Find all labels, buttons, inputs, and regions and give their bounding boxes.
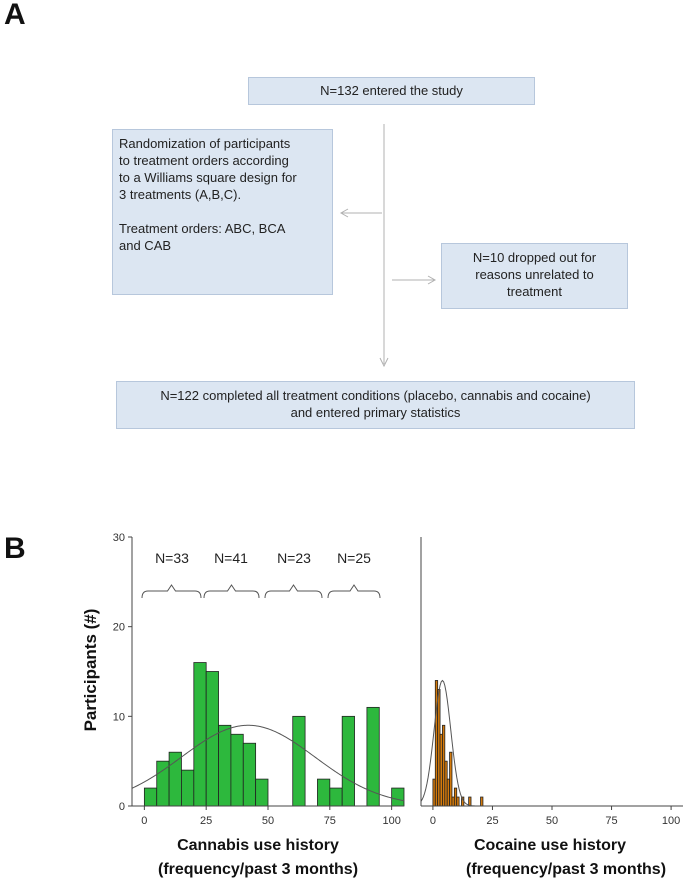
cannabis-xlabel-line-1: Cannabis use history xyxy=(177,837,339,854)
cannabis-xtick-label-4: 100 xyxy=(382,815,400,827)
randomization-box: Randomization of participants to treatme… xyxy=(112,129,333,295)
bracket-label-3: N=23 xyxy=(277,550,311,566)
cocaine-xtick-label-0: 0 xyxy=(430,815,436,827)
completed-box: N=122 completed all treatment conditions… xyxy=(116,381,635,429)
cannabis-xlabel-line-2: (frequency/past 3 months) xyxy=(158,861,358,878)
cocaine-xtick-label-3: 75 xyxy=(605,815,617,827)
completed-line-1: N=122 completed all treatment conditions… xyxy=(160,388,591,403)
cannabis-bar-3 xyxy=(181,769,195,807)
bracket-1 xyxy=(141,584,202,599)
cannabis-xtick-label-0: 0 xyxy=(141,815,147,827)
cannabis-bar-4 xyxy=(193,662,207,807)
cannabis-bar-12 xyxy=(329,787,343,807)
panel-a-label: A xyxy=(4,0,26,31)
flow-arrows xyxy=(339,124,437,368)
cannabis-xtick-label-1: 25 xyxy=(200,815,212,827)
cannabis-bar-10 xyxy=(292,715,306,807)
cannabis-bar-9 xyxy=(255,778,269,807)
cocaine-xlabel-line-1: Cocaine use history xyxy=(474,837,626,854)
cannabis-normal-curve xyxy=(131,724,405,802)
dropout-line-1: N=10 dropped out for xyxy=(472,250,597,265)
cannabis-bar-7 xyxy=(230,733,244,807)
randomization-line-2: to treatment orders according xyxy=(119,153,289,168)
cannabis-histogram: 0 25 50 75 100 0 10 20 30 xyxy=(113,532,405,827)
cannabis-bar-6 xyxy=(218,724,232,807)
cannabis-ytick-label-2: 20 xyxy=(113,622,125,634)
randomization-line-3: to a Williams square design for xyxy=(119,170,297,185)
randomization-line-4: 3 treatments (A,B,C). xyxy=(119,187,242,202)
cannabis-ytick-label-1: 10 xyxy=(113,711,125,723)
orders-line-1: Treatment orders: ABC, BCA xyxy=(119,221,286,236)
entered-study-text: N=132 entered the study xyxy=(320,83,463,98)
cocaine-bar-13 xyxy=(480,796,484,807)
bracket-2 xyxy=(203,584,260,599)
cannabis-ytick-label-0: 0 xyxy=(119,801,125,813)
cocaine-bar-10 xyxy=(456,796,460,807)
cocaine-histogram: 0 25 50 75 100 xyxy=(420,537,683,827)
orders-line-2: and CAB xyxy=(119,238,172,253)
cocaine-xtick-label-2: 50 xyxy=(546,815,558,827)
cannabis-ytick-label-3: 30 xyxy=(113,532,125,544)
cannabis-xtick-label-2: 50 xyxy=(262,815,274,827)
cannabis-bar-13 xyxy=(341,715,355,807)
dropout-box: N=10 dropped out for reasons unrelated t… xyxy=(441,243,628,309)
cocaine-normal-curve xyxy=(420,679,683,807)
dropout-line-2: reasons unrelated to xyxy=(475,267,594,282)
completed-line-2: and entered primary statistics xyxy=(290,405,461,420)
bracket-3 xyxy=(264,584,323,599)
bracket-label-4: N=25 xyxy=(337,550,371,566)
cocaine-xlabel-line-2: (frequency/past 3 months) xyxy=(466,861,666,878)
y-axis-label: Participants (#) xyxy=(81,609,100,732)
cannabis-xtick-label-3: 75 xyxy=(324,815,336,827)
cocaine-bar-12 xyxy=(468,796,472,807)
bracket-label-2: N=41 xyxy=(214,550,248,566)
cannabis-bar-15 xyxy=(391,787,405,807)
bracket-label-1: N=33 xyxy=(155,550,189,566)
dropout-line-3: treatment xyxy=(507,284,562,299)
cocaine-xtick-label-4: 100 xyxy=(662,815,680,827)
randomization-line-1: Randomization of participants xyxy=(119,136,291,151)
cannabis-bar-11 xyxy=(317,778,331,807)
cannabis-bar-8 xyxy=(242,742,257,807)
panel-b-label: B xyxy=(4,532,26,565)
cannabis-bar-0 xyxy=(143,787,158,807)
bracket-4 xyxy=(327,584,381,599)
cocaine-xtick-label-1: 25 xyxy=(486,815,498,827)
entered-study-box: N=132 entered the study xyxy=(248,77,535,105)
cannabis-bar-14 xyxy=(366,706,380,807)
brackets xyxy=(141,584,381,599)
cannabis-bar-2 xyxy=(168,751,182,807)
